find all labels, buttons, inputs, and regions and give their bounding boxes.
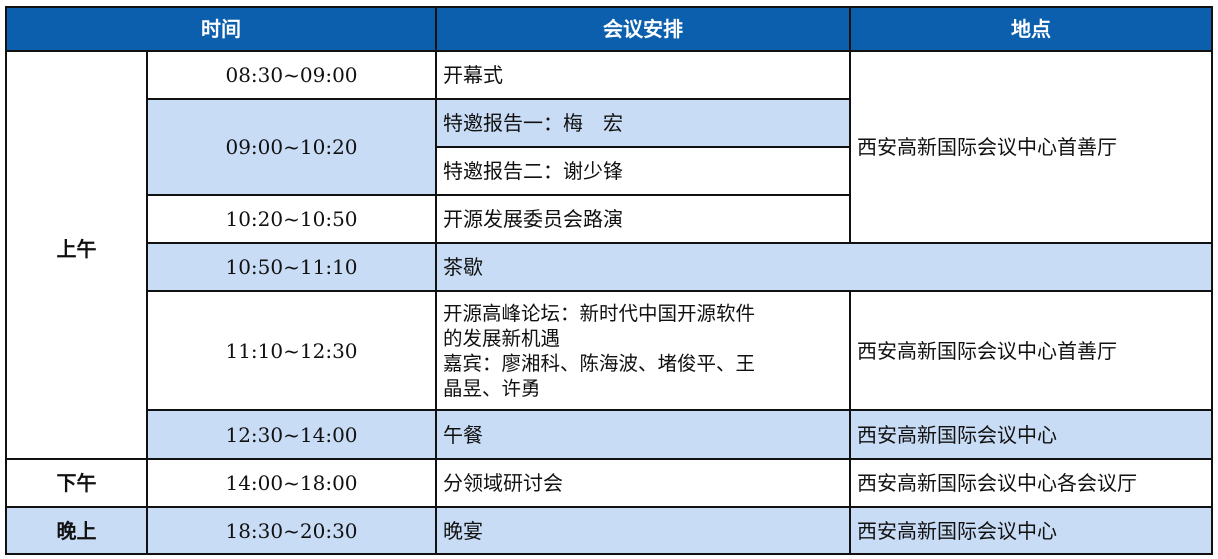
location-cell: 西安高新国际会议中心: [849, 506, 1213, 555]
agenda-cell-forum: 开源高峰论坛：新时代中国开源软件 的发展新机遇 嘉宾：廖湘科、陈海波、堵俊平、王…: [435, 290, 851, 411]
header-location: 地点: [849, 6, 1213, 52]
header-agenda: 会议安排: [435, 6, 851, 52]
location-cell: 西安高新国际会议中心首善厅: [849, 290, 1213, 411]
period-evening: 晚上: [5, 506, 148, 555]
period-morning: 上午: [5, 50, 148, 460]
location-cell: 西安高新国际会议中心: [849, 409, 1213, 460]
period-afternoon: 下午: [5, 458, 148, 508]
agenda-cell-break: 茶歇: [435, 242, 1213, 292]
location-cell: 西安高新国际会议中心首善厅: [849, 50, 1213, 244]
agenda-cell: 开源发展委员会路演: [435, 194, 851, 244]
time-cell: 10:50~11:10: [146, 242, 437, 292]
agenda-cell: 分领域研讨会: [435, 458, 851, 508]
agenda-cell: 开幕式: [435, 50, 851, 100]
agenda-line: 开源高峰论坛：新时代中国开源软件: [443, 301, 756, 325]
agenda-cell: 晚宴: [435, 506, 851, 555]
time-cell: 18:30~20:30: [146, 506, 437, 555]
location-cell: 西安高新国际会议中心各会议厅: [849, 458, 1213, 508]
time-cell: 10:20~10:50: [146, 194, 437, 244]
agenda-line: 晶昱、许勇: [443, 376, 541, 400]
agenda-line: 的发展新机遇: [443, 326, 561, 350]
agenda-line: 嘉宾：廖湘科、陈海波、堵俊平、王: [443, 351, 756, 375]
agenda-cell: 特邀报告二：谢少锋: [435, 146, 851, 196]
header-time: 时间: [5, 6, 437, 52]
agenda-cell: 特邀报告一：梅 宏: [435, 98, 851, 148]
time-cell: 11:10~12:30: [146, 290, 437, 411]
time-cell: 09:00~10:20: [146, 98, 437, 196]
time-cell: 12:30~14:00: [146, 409, 437, 460]
time-cell: 08:30~09:00: [146, 50, 437, 100]
time-cell: 14:00~18:00: [146, 458, 437, 508]
agenda-cell: 午餐: [435, 409, 851, 460]
